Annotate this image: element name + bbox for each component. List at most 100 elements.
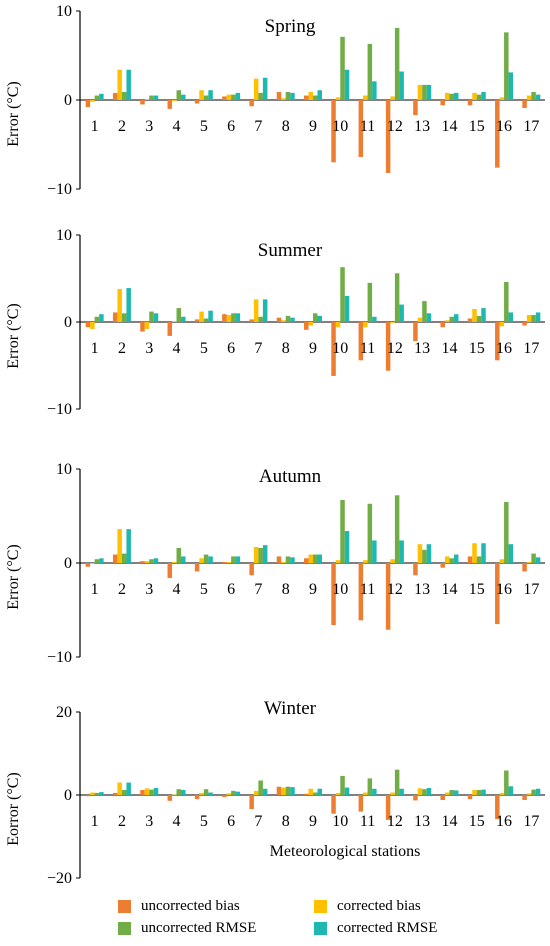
x-tick-label: 17	[523, 813, 539, 830]
x-tick-label: 14	[441, 340, 457, 357]
bar-uncorrected-bias	[112, 792, 118, 795]
bar-corrected-bias	[90, 322, 95, 329]
bar-corrected-bias	[281, 320, 286, 322]
x-tick-label: 16	[496, 581, 512, 598]
bar-corrected-bias	[417, 317, 423, 322]
x-tick-label: 10	[332, 813, 348, 830]
bar-uncorrected-bias	[522, 795, 527, 800]
bar-uncorrected-rmse	[313, 313, 318, 322]
bar-corrected-rmse	[481, 543, 486, 563]
bar-uncorrected-bias	[440, 322, 445, 328]
bar-corrected-bias	[363, 560, 368, 563]
bar-uncorrected-rmse	[340, 775, 345, 795]
bar-uncorrected-rmse	[394, 27, 400, 100]
bar-corrected-rmse	[290, 92, 295, 100]
bar-uncorrected-rmse	[203, 554, 209, 563]
bar-corrected-rmse	[453, 314, 459, 322]
bar-corrected-rmse	[208, 90, 213, 100]
bar-uncorrected-bias	[440, 100, 445, 106]
x-tick-label: 12	[387, 340, 403, 357]
bar-corrected-rmse	[181, 790, 186, 795]
bar-corrected-rmse	[181, 94, 186, 100]
bar-uncorrected-rmse	[504, 281, 509, 322]
x-tick-label: 11	[360, 581, 375, 598]
bar-uncorrected-rmse	[449, 316, 454, 322]
bar-corrected-bias	[253, 299, 259, 322]
bar-corrected-rmse	[126, 69, 131, 100]
x-tick-label: 14	[441, 581, 457, 598]
x-tick-label: 7	[254, 340, 262, 357]
bar-corrected-rmse	[535, 557, 541, 563]
y-tick-label: 0	[64, 92, 72, 109]
bar-uncorrected-bias	[304, 793, 309, 795]
bar-corrected-bias	[226, 562, 232, 563]
bar-uncorrected-bias	[522, 322, 527, 326]
legend-swatch-uncorrected-bias	[118, 899, 131, 913]
bar-uncorrected-bias	[167, 322, 173, 336]
bar-corrected-bias	[526, 793, 532, 795]
bar-uncorrected-bias	[413, 322, 418, 342]
bar-corrected-bias	[199, 90, 204, 100]
bar-corrected-bias	[472, 543, 477, 563]
bar-corrected-rmse	[181, 556, 186, 563]
bar-corrected-rmse	[344, 69, 350, 100]
bar-uncorrected-rmse	[504, 32, 509, 100]
bar-uncorrected-rmse	[231, 790, 236, 795]
bar-uncorrected-rmse	[449, 558, 454, 563]
bar-uncorrected-rmse	[231, 556, 236, 563]
bar-uncorrected-rmse	[531, 91, 536, 100]
x-tick-label: 7	[254, 813, 262, 830]
panel-title: Winter	[264, 698, 317, 719]
bar-uncorrected-rmse	[367, 778, 373, 795]
bar-corrected-bias	[335, 792, 341, 795]
bar-corrected-bias	[199, 311, 204, 322]
bar-uncorrected-bias	[249, 795, 254, 810]
bar-uncorrected-rmse	[394, 495, 400, 563]
x-tick-label: 13	[414, 118, 430, 135]
bar-uncorrected-bias	[85, 795, 91, 797]
bar-corrected-bias	[117, 782, 122, 795]
x-tick-label: 10	[332, 581, 348, 598]
bar-corrected-bias	[335, 97, 341, 100]
x-tick-label: 4	[173, 581, 181, 598]
bar-corrected-rmse	[426, 787, 432, 796]
bar-uncorrected-bias	[495, 563, 500, 625]
x-tick-label: 14	[441, 813, 457, 830]
bar-corrected-rmse	[262, 299, 268, 322]
bar-uncorrected-bias	[358, 100, 364, 157]
legend-swatch-uncorrected-rmse	[118, 921, 131, 935]
x-tick-label: 2	[118, 581, 126, 598]
x-tick-label: 4	[173, 813, 181, 830]
bar-uncorrected-rmse	[476, 315, 482, 322]
bar-corrected-bias	[363, 95, 368, 100]
bar-uncorrected-bias	[522, 100, 527, 109]
x-tick-label: 17	[523, 581, 539, 598]
bar-uncorrected-bias	[249, 100, 254, 107]
x-axis-label: Meteorological stations	[0, 843, 550, 861]
bar-corrected-bias	[308, 788, 313, 795]
bar-corrected-rmse	[344, 531, 350, 563]
bar-uncorrected-bias	[140, 561, 145, 563]
bar-uncorrected-bias	[413, 563, 418, 576]
bar-corrected-rmse	[453, 554, 459, 563]
bar-uncorrected-rmse	[422, 789, 427, 795]
x-tick-label: 2	[118, 340, 126, 357]
bar-corrected-bias	[390, 792, 395, 795]
bar-corrected-rmse	[262, 788, 268, 795]
bar-uncorrected-rmse	[258, 316, 263, 322]
bar-corrected-rmse	[235, 92, 241, 100]
x-tick-label: 16	[496, 340, 512, 357]
panel-title: Spring	[265, 16, 316, 37]
bar-uncorrected-bias	[358, 563, 364, 621]
x-tick-label: 13	[414, 340, 430, 357]
bar-corrected-rmse	[126, 782, 131, 795]
bar-corrected-bias	[308, 554, 313, 563]
x-tick-label: 6	[227, 581, 235, 598]
legend-label-corrected-rmse: corrected RMSE	[337, 919, 438, 936]
bar-uncorrected-bias	[194, 795, 200, 800]
bar-corrected-bias	[417, 84, 423, 100]
bar-uncorrected-bias	[331, 795, 336, 814]
bar-corrected-rmse	[262, 545, 268, 563]
bar-corrected-rmse	[481, 91, 486, 100]
y-tick-label: −10	[47, 649, 72, 666]
